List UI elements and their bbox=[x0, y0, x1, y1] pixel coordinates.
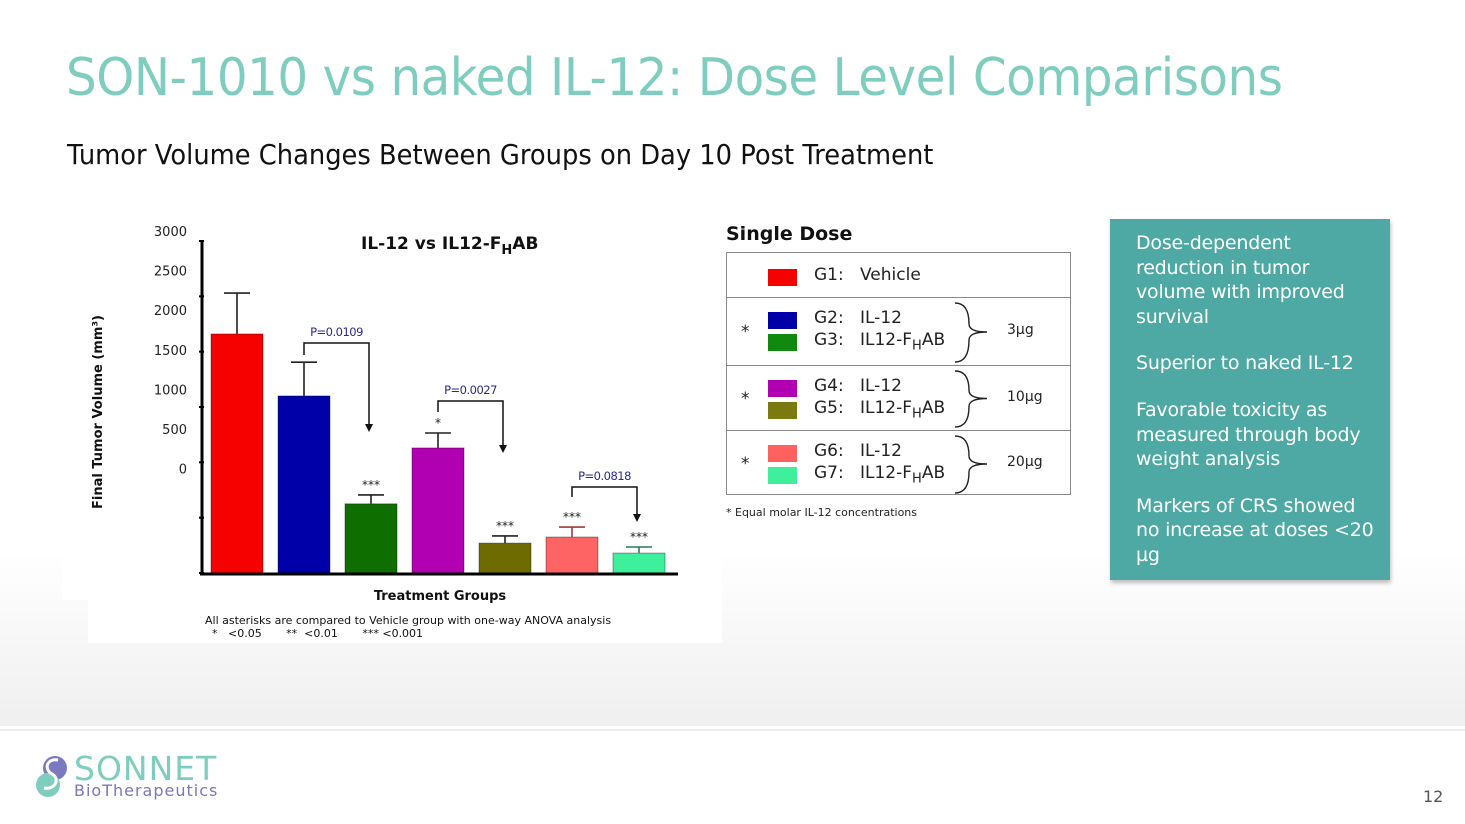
page-number: 12 bbox=[1423, 787, 1444, 806]
legend-label: G6: IL-12 bbox=[814, 441, 902, 461]
logo-tagline: BioTherapeutics bbox=[74, 781, 219, 800]
legend-row: G6: IL-12 G7: IL12-FHAB * 20µg bbox=[727, 430, 1070, 496]
key-point: Dose-dependent reduction in tumor volume… bbox=[1136, 232, 1345, 328]
bar-g6 bbox=[545, 536, 599, 574]
p-value-label: P=0.0027 bbox=[444, 383, 497, 397]
comparison-bracket bbox=[571, 486, 638, 516]
legend-swatch bbox=[768, 467, 797, 484]
group-id: G5: bbox=[814, 398, 844, 418]
comparison-bracket bbox=[303, 342, 370, 426]
group-id: G7: bbox=[814, 463, 844, 483]
group-name: IL12-F bbox=[860, 398, 913, 418]
group-name-subscript: H bbox=[912, 338, 922, 354]
chart-title: IL-12 vs IL12-FHAB bbox=[361, 234, 538, 258]
brace-icon bbox=[954, 302, 988, 363]
p-value-label: P=0.0818 bbox=[578, 469, 631, 483]
bar-g7 bbox=[612, 552, 666, 574]
legend-row: G4: IL-12 G5: IL12-FHAB * 10µg bbox=[727, 365, 1070, 430]
significance-label: *** bbox=[362, 478, 380, 492]
legend-label: G5: IL12-FHAB bbox=[814, 398, 945, 421]
bar-g3 bbox=[344, 503, 398, 574]
group-name-tail: AB bbox=[921, 463, 946, 483]
group-id: G3: bbox=[814, 330, 844, 350]
group-id: G2: bbox=[814, 308, 844, 328]
company-logo: SONNET BioTherapeutics bbox=[34, 749, 234, 802]
group-id: G6: bbox=[814, 441, 844, 461]
group-name: Vehicle bbox=[860, 265, 921, 285]
equal-molar-marker: * bbox=[741, 322, 750, 342]
slide-title: SON-1010 vs naked IL-12: Dose Level Comp… bbox=[66, 48, 1283, 108]
legend-title: Single Dose bbox=[726, 223, 853, 245]
bar-g1 bbox=[210, 333, 264, 574]
legend-swatch bbox=[768, 445, 797, 462]
group-id: G1: bbox=[814, 265, 844, 285]
significance-label: * bbox=[435, 416, 441, 430]
legend-row: G2: IL-12 G3: IL12-FHAB * 3µg bbox=[727, 297, 1070, 365]
key-points-callout: Dose-dependent reduction in tumor volume… bbox=[1110, 219, 1390, 580]
bar-g4 bbox=[411, 447, 465, 574]
x-axis-label: Treatment Groups bbox=[374, 589, 507, 604]
p-value-label: P=0.0109 bbox=[310, 325, 363, 339]
comparison-arrowhead bbox=[365, 424, 373, 432]
legend-row: G1: Vehicle bbox=[727, 253, 1070, 297]
legend-label: G1: Vehicle bbox=[814, 265, 921, 285]
group-name: IL12-F bbox=[860, 330, 913, 350]
group-name-subscript: H bbox=[912, 406, 922, 422]
group-name-tail: AB bbox=[921, 398, 946, 418]
bar-chart: 3000 2500 2000 1500 1000 500 0 Final Tumor Vol… bbox=[91, 225, 678, 640]
significance-label: *** bbox=[496, 519, 514, 533]
key-point: Favorable toxicity as measured through b… bbox=[1136, 398, 1361, 471]
y-tick-label: 1500 bbox=[154, 344, 187, 359]
y-tick-label: 500 bbox=[162, 423, 187, 438]
y-tick-label: 2000 bbox=[154, 304, 187, 319]
comparison-arrowhead bbox=[499, 445, 507, 453]
slide-subtitle: Tumor Volume Changes Between Groups on D… bbox=[67, 138, 934, 171]
legend-swatch bbox=[768, 312, 797, 329]
brace-icon bbox=[954, 435, 988, 494]
bar-g5 bbox=[478, 542, 532, 574]
logo-mark-icon bbox=[36, 756, 67, 797]
chart-footnote-line1: All asterisks are compared to Vehicle gr… bbox=[205, 614, 611, 627]
group-name: IL12-F bbox=[860, 463, 913, 483]
legend-note: * Equal molar IL-12 concentrations bbox=[726, 506, 918, 519]
y-axis-label: Final Tumor Volume (mm³) bbox=[91, 315, 106, 509]
legend-label: G7: IL12-FHAB bbox=[814, 463, 945, 486]
legend-label: G2: IL-12 bbox=[814, 308, 902, 328]
footer-divider bbox=[0, 729, 1465, 731]
significance-label: *** bbox=[630, 530, 648, 544]
dose-label: 3µg bbox=[1007, 322, 1034, 338]
legend-swatch bbox=[768, 269, 797, 286]
key-point: Superior to naked IL-12 bbox=[1136, 352, 1354, 375]
brace-icon bbox=[954, 370, 988, 428]
group-name-tail: AB bbox=[921, 330, 946, 350]
comparison-arrowhead bbox=[633, 514, 641, 522]
logo-wordmark: SONNET bbox=[74, 749, 218, 788]
chart-footnote-background bbox=[88, 600, 722, 643]
significance-label: *** bbox=[563, 510, 581, 524]
legend-swatch bbox=[768, 334, 797, 351]
y-tick-label: 3000 bbox=[154, 225, 187, 240]
bar-g2 bbox=[277, 395, 331, 574]
group-id: G4: bbox=[814, 376, 844, 396]
y-tick-label: 0 bbox=[179, 463, 187, 478]
group-name: IL-12 bbox=[860, 441, 902, 461]
y-tick-label: 2500 bbox=[154, 265, 187, 280]
equal-molar-marker: * bbox=[741, 454, 750, 474]
key-point: Markers of CRS showed no increase at dos… bbox=[1136, 494, 1374, 566]
legend-label: G4: IL-12 bbox=[814, 376, 902, 396]
y-tick-label: 1000 bbox=[154, 383, 187, 398]
legend-swatch bbox=[768, 402, 797, 419]
group-name: IL-12 bbox=[860, 308, 902, 328]
legend-table: G1: Vehicle G2: IL-12 G3: IL12-FHAB * 3µg G4: IL-… bbox=[726, 252, 1071, 495]
group-name: IL-12 bbox=[860, 376, 902, 396]
legend-label: G3: IL12-FHAB bbox=[814, 330, 945, 353]
equal-molar-marker: * bbox=[741, 388, 750, 409]
dose-label: 10µg bbox=[1007, 388, 1043, 405]
dose-label: 20µg bbox=[1007, 454, 1043, 470]
legend-swatch bbox=[768, 380, 797, 397]
comparison-bracket bbox=[437, 400, 504, 447]
group-name-subscript: H bbox=[912, 471, 922, 487]
chart-footnote-line2: * <0.05 ** <0.01 *** <0.001 bbox=[212, 627, 423, 640]
